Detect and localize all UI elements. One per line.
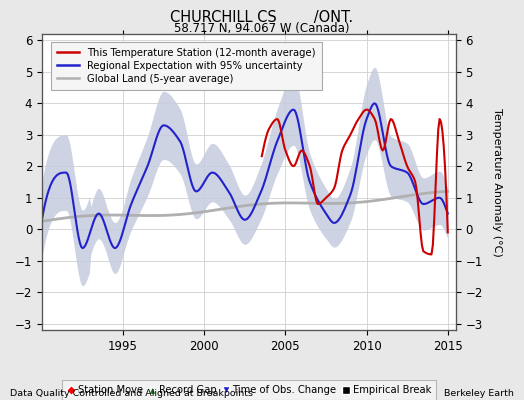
Text: 58.717 N, 94.067 W (Canada): 58.717 N, 94.067 W (Canada) [174,22,350,35]
Y-axis label: Temperature Anomaly (°C): Temperature Anomaly (°C) [493,108,503,256]
Text: Data Quality Controlled and Aligned at Breakpoints: Data Quality Controlled and Aligned at B… [10,389,254,398]
Text: Berkeley Earth: Berkeley Earth [444,389,514,398]
Text: CHURCHILL CS        /ONT.: CHURCHILL CS /ONT. [170,10,354,25]
Legend: Station Move, Record Gap, Time of Obs. Change, Empirical Break: Station Move, Record Gap, Time of Obs. C… [62,380,436,400]
